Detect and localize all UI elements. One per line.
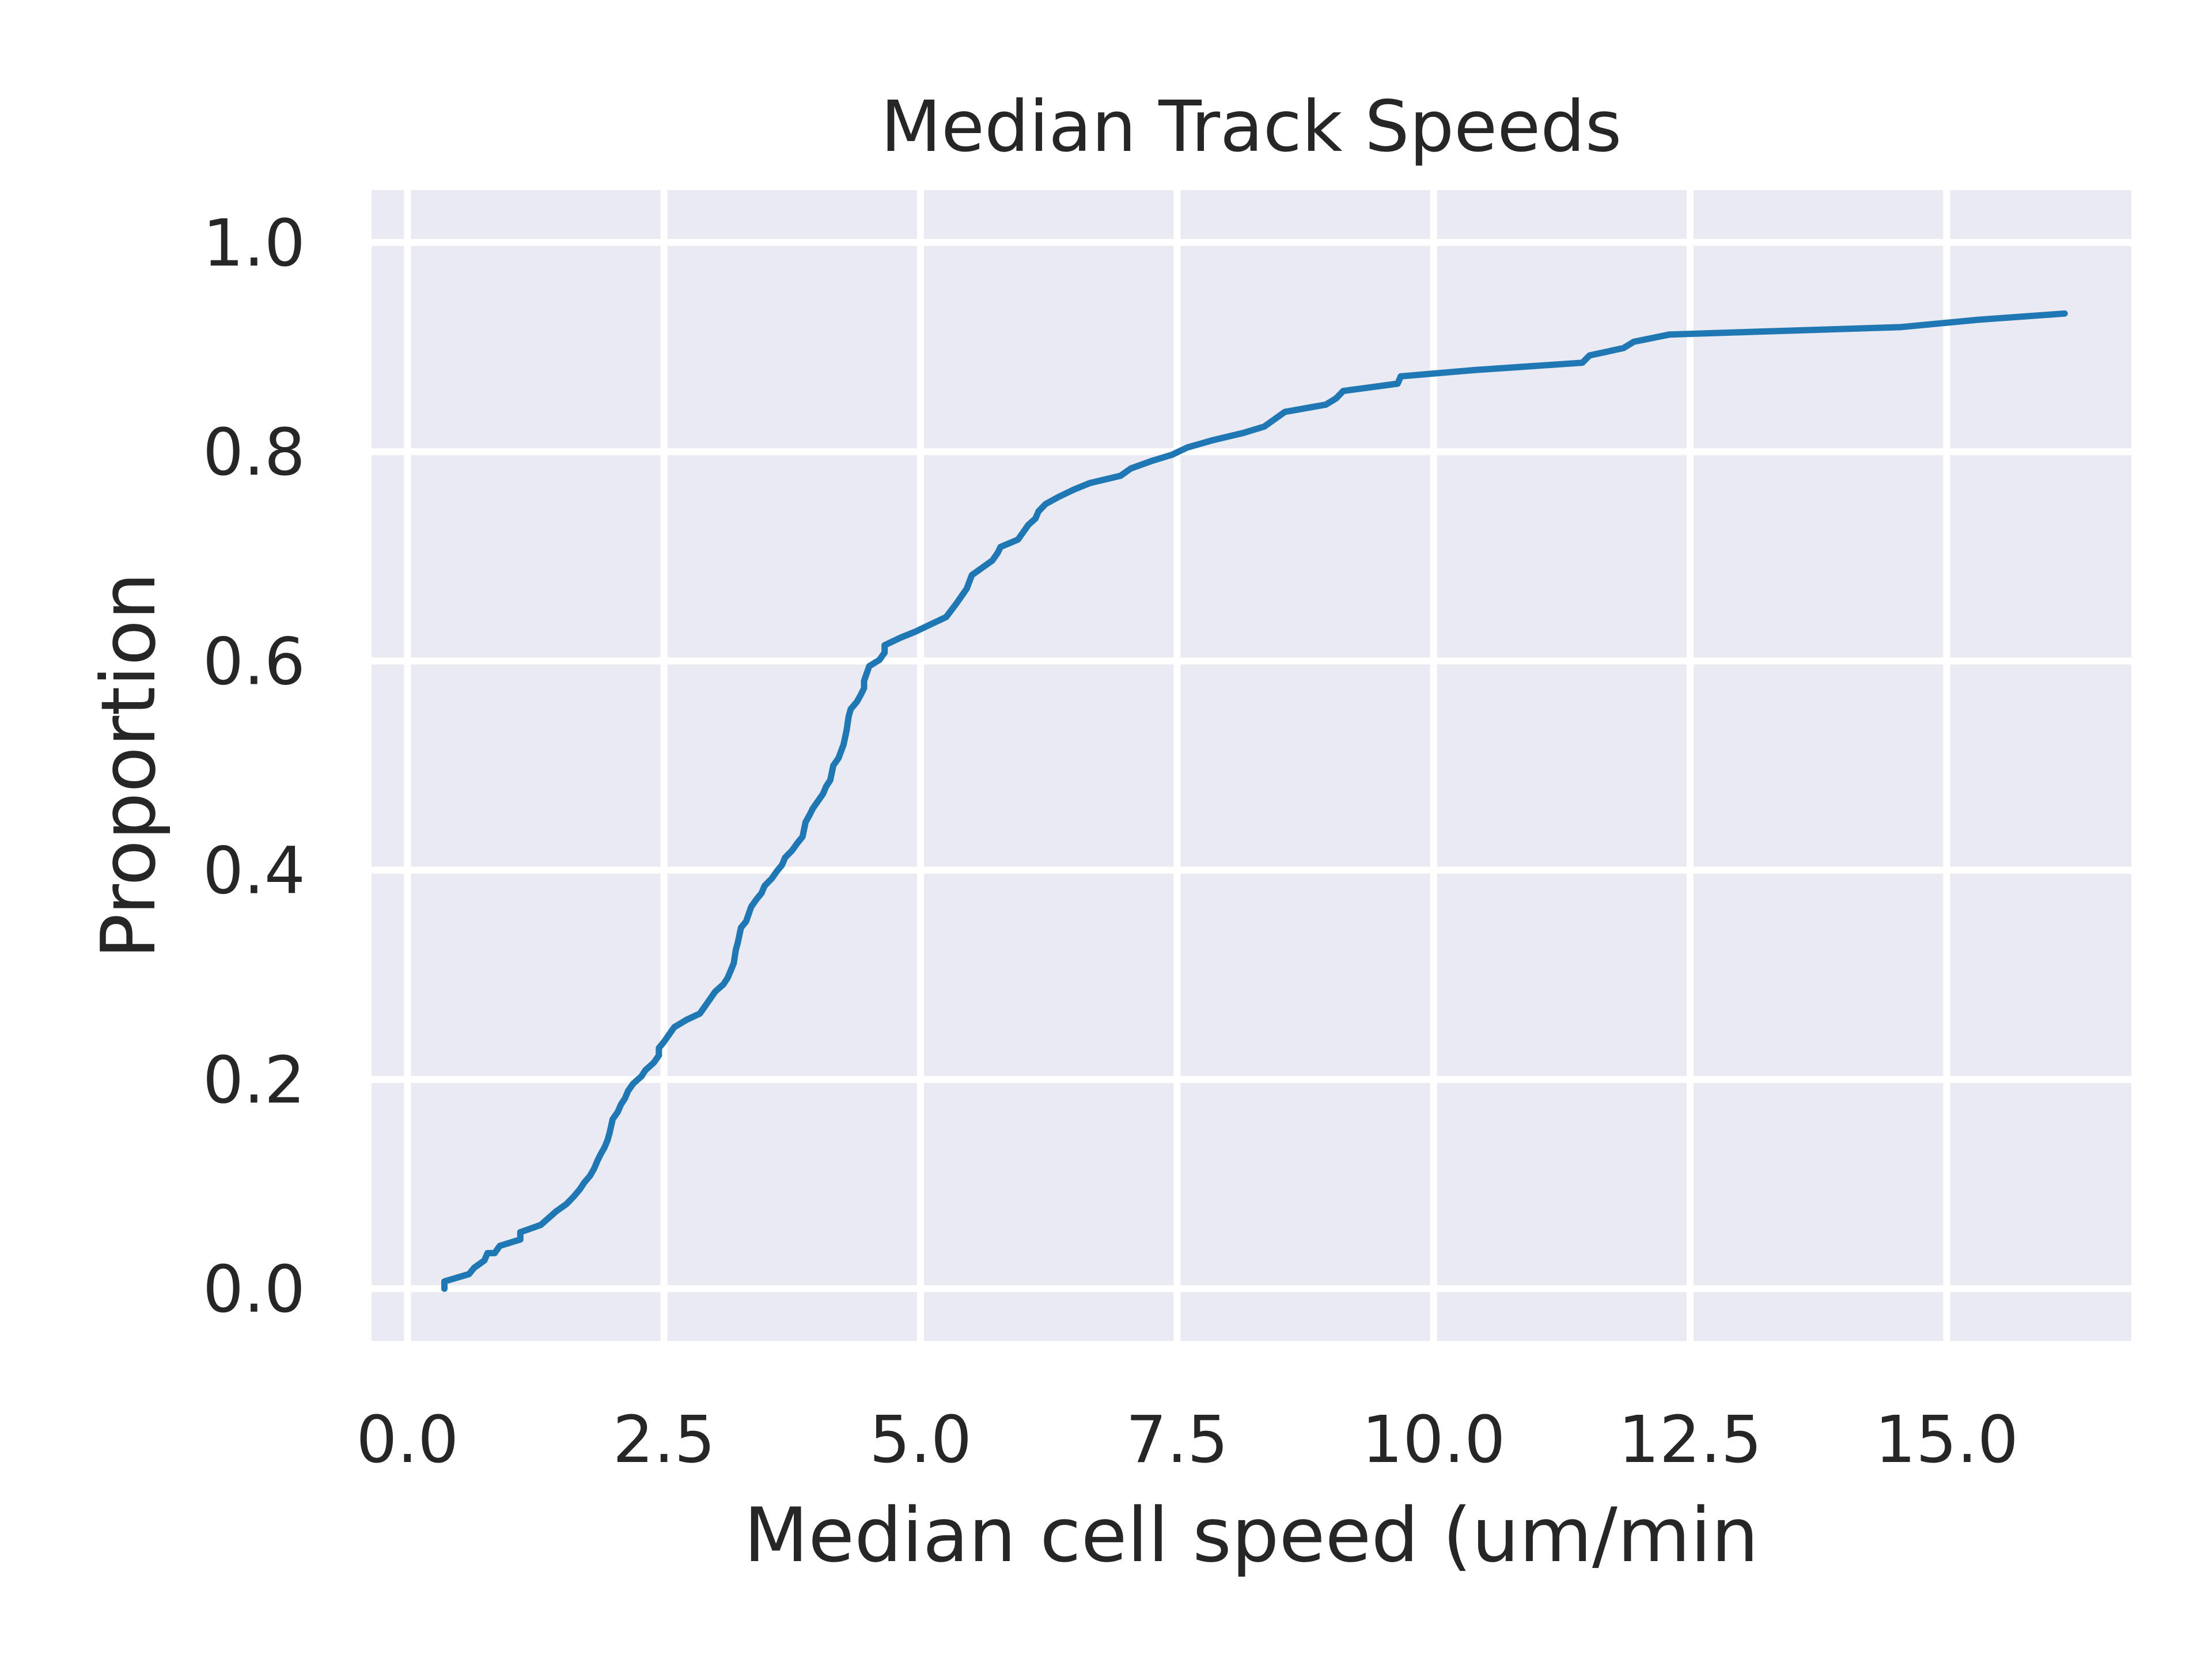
x-tick-labels: 0.0 2.5 5.0 7.5 10.0 12.5 15.0 bbox=[356, 1403, 2018, 1478]
x-axis-label: Median cell speed (um/min bbox=[744, 1491, 1759, 1579]
series-line bbox=[441, 310, 2068, 1292]
x-tick-label: 0.0 bbox=[356, 1403, 459, 1478]
y-tick-labels: 0.0 0.2 0.4 0.6 0.8 1.0 bbox=[203, 206, 305, 1327]
y-tick-label: 0.2 bbox=[203, 1043, 305, 1118]
chart-title: Median Track Speeds bbox=[881, 86, 1622, 168]
y-tick-label: 0.6 bbox=[203, 624, 305, 699]
y-tick-label: 1.0 bbox=[203, 206, 305, 281]
y-axis-label: Proportion bbox=[85, 573, 172, 959]
x-tick-label: 2.5 bbox=[613, 1403, 715, 1478]
x-grid bbox=[404, 190, 1950, 1341]
x-tick-label: 7.5 bbox=[1126, 1403, 1228, 1478]
x-tick-label: 10.0 bbox=[1362, 1403, 1505, 1478]
y-tick-label: 0.8 bbox=[203, 415, 305, 490]
x-tick-label: 5.0 bbox=[869, 1403, 972, 1478]
x-tick-label: 12.5 bbox=[1618, 1403, 1762, 1478]
y-tick-label: 0.0 bbox=[203, 1252, 305, 1327]
y-tick-label: 0.4 bbox=[203, 834, 305, 909]
y-grid bbox=[372, 238, 2131, 1293]
x-tick-label: 15.0 bbox=[1875, 1403, 2018, 1478]
plot-background bbox=[372, 190, 2131, 1341]
